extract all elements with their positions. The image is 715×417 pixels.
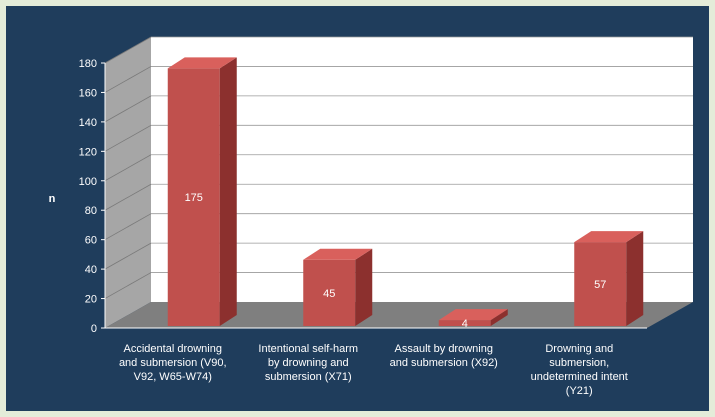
x-tick-label-line: Accidental drowning [124,343,222,355]
gridlines [104,36,693,299]
bar: 45 [303,248,373,326]
x-tick-label-line: Assault by drowning [395,343,493,355]
gridline-side [104,36,152,64]
x-tick-label-line: Intentional self-harm [258,343,358,355]
x-axis: Accidental drowning and submersion (V90, V… [105,327,647,397]
bar-side [626,231,644,326]
bar-side [490,309,508,326]
x-tick-label-line: and submersion (X92) [390,357,498,369]
x-tick-label-line: undetermined intent [531,371,628,383]
bar-data-label: 175 [185,192,203,204]
y-tick-label: 60 [85,235,97,247]
y-tick-label: 180 [79,58,97,70]
bar-top [167,57,237,69]
x-tick-label: Intentional self-harm by drowning and subm… [258,343,358,383]
y-tick-label: 120 [79,146,97,158]
gridline-side [104,66,152,93]
gridline-side [104,242,152,270]
x-tick-label: Drowning and submersion, undetermined inte… [531,343,628,397]
bar-data-label: 57 [594,279,606,291]
x-tick-label-line: submersion (X71) [265,371,352,383]
bar-top [574,231,644,243]
bar-top [303,248,373,260]
floor [105,302,693,328]
y-tick-label: 0 [91,323,97,335]
back-wall [151,37,693,302]
bar: 4 [438,309,508,330]
x-tick-label-line: and submersion (V90, [119,357,227,369]
x-tick-label: Accidental drowning and submersion (V90, V… [119,343,227,383]
y-tick-label: 140 [79,117,97,129]
bar-front [438,320,491,326]
bar-data-label: 45 [323,288,335,300]
bar-top [438,309,508,321]
y-tick-label: 20 [85,294,97,306]
bar-front [303,259,356,326]
bar: 175 [167,57,237,326]
x-tick-label-line: by drowning and [268,357,349,369]
bar-side [355,248,373,326]
side-wall [105,37,151,328]
chart-floor [105,302,693,328]
chart-walls [105,37,693,328]
gridline-side [104,124,152,152]
bars: 175 45 4 57 [167,57,644,330]
y-tick-label: 40 [85,264,97,276]
gridline-side [104,154,152,182]
y-tick-label: 80 [85,205,97,217]
y-tick-label: 100 [79,176,97,188]
x-tick-label: Assault by drowning and submersion (X92) [390,343,498,369]
bar-front [167,68,220,326]
bar-front [574,242,627,326]
gridline-side [104,95,152,123]
y-tick-label: 160 [79,87,97,99]
bar-chart-3d: 175 45 4 57 n 0 20 40 60 80 100 120 140 160 180 Acci… [49,36,693,397]
y-axis-label: n [49,193,56,205]
gridline-side [104,213,152,241]
bar-data-label: 4 [462,318,468,330]
x-tick-label-line: (Y21) [566,385,593,397]
bar-side [219,57,237,326]
bar: 57 [574,231,644,326]
gridline-side [104,183,152,211]
x-tick-label-line: V92, W65-W74) [134,371,212,383]
gridline-side [104,272,152,299]
chart-frame: 175 45 4 57 n 0 20 40 60 80 100 120 140 160 180 Acci… [6,6,709,411]
x-tick-label-line: Drowning and [545,343,613,355]
x-tick-label-line: submersion, [549,357,609,369]
y-axis: n 0 20 40 60 80 100 120 140 160 180 [49,58,106,335]
